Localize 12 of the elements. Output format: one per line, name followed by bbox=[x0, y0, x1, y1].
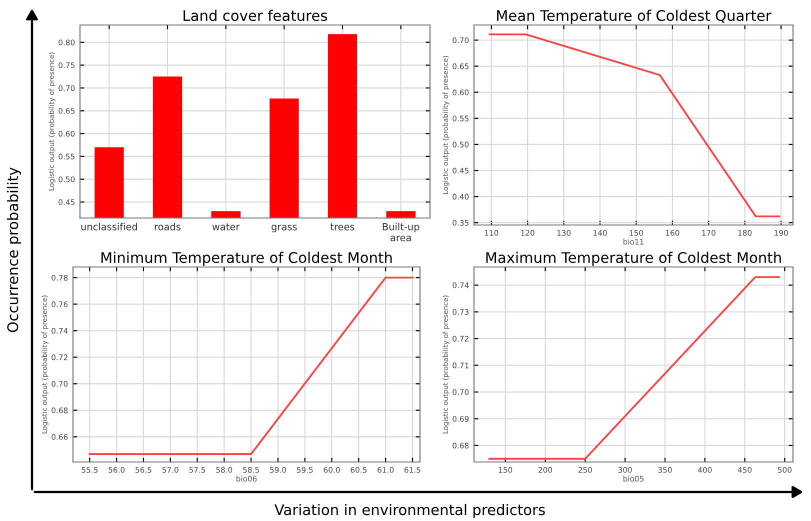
chart-title: Maximum Temperature of Coldest Month bbox=[486, 252, 781, 266]
chart-title: Minimum Temperature of Coldest Month bbox=[101, 252, 392, 266]
text: Variation in environmental predictors bbox=[274, 504, 545, 518]
text: Occurrence probability bbox=[6, 168, 22, 332]
x-tick-label: roads bbox=[154, 222, 180, 230]
x-tick-label: grass bbox=[272, 224, 297, 232]
x-tick-label: Built-up area bbox=[382, 222, 420, 242]
x-tick-label: trees bbox=[330, 223, 354, 230]
x-tick-label: unclassified bbox=[81, 222, 137, 230]
chart-title: Mean Temperature of Coldest Quarter bbox=[497, 10, 772, 24]
chart-title: Land cover features bbox=[184, 10, 328, 22]
x-tick-label: water bbox=[212, 223, 240, 230]
